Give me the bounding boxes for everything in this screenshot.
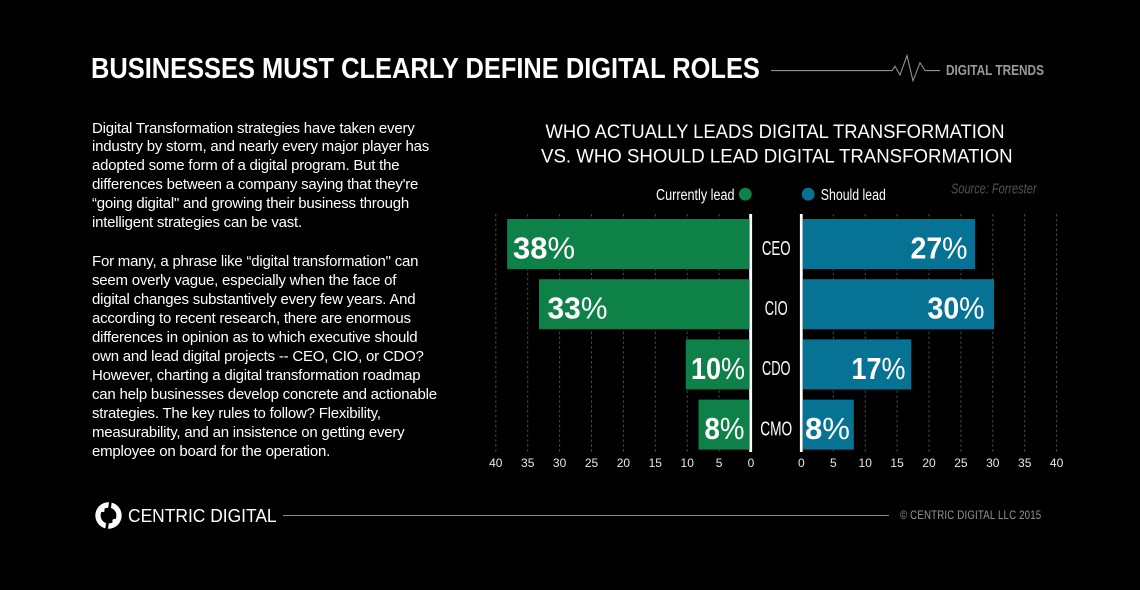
svg-text:15: 15 bbox=[649, 456, 663, 470]
svg-text:25: 25 bbox=[585, 456, 599, 470]
svg-text:38%: 38% bbox=[513, 231, 575, 266]
svg-text:20: 20 bbox=[617, 456, 631, 470]
svg-text:10%: 10% bbox=[691, 351, 745, 386]
svg-text:CMO: CMO bbox=[760, 418, 792, 440]
svg-text:25: 25 bbox=[954, 456, 968, 470]
svg-text:30: 30 bbox=[986, 456, 1000, 470]
svg-text:27%: 27% bbox=[911, 231, 968, 266]
svg-text:CDO: CDO bbox=[762, 358, 791, 380]
svg-text:33%: 33% bbox=[548, 291, 608, 326]
svg-text:8%: 8% bbox=[705, 411, 745, 446]
svg-text:0: 0 bbox=[798, 456, 805, 470]
svg-text:Should lead: Should lead bbox=[821, 187, 886, 204]
svg-text:Source: Forrester: Source: Forrester bbox=[951, 182, 1037, 198]
svg-text:5: 5 bbox=[716, 456, 723, 470]
svg-text:17%: 17% bbox=[852, 351, 906, 386]
svg-text:VS. WHO SHOULD LEAD DIGITAL TR: VS. WHO SHOULD LEAD DIGITAL TRANSFORMATI… bbox=[541, 145, 1013, 167]
svg-text:CIO: CIO bbox=[765, 298, 788, 320]
svg-text:8%: 8% bbox=[805, 411, 850, 446]
svg-text:30%: 30% bbox=[928, 291, 985, 326]
svg-text:20: 20 bbox=[922, 456, 936, 470]
svg-text:CEO: CEO bbox=[762, 238, 791, 260]
svg-text:35: 35 bbox=[521, 456, 535, 470]
svg-text:5: 5 bbox=[830, 456, 837, 470]
svg-text:10: 10 bbox=[859, 456, 873, 470]
svg-text:40: 40 bbox=[1050, 456, 1064, 470]
svg-text:Currently lead: Currently lead bbox=[656, 187, 735, 204]
svg-text:15: 15 bbox=[890, 456, 904, 470]
svg-text:WHO ACTUALLY LEADS DIGITAL TRA: WHO ACTUALLY LEADS DIGITAL TRANSFORMATIO… bbox=[546, 121, 1005, 143]
svg-text:35: 35 bbox=[1018, 456, 1032, 470]
svg-text:0: 0 bbox=[748, 456, 755, 470]
svg-text:30: 30 bbox=[553, 456, 567, 470]
svg-text:40: 40 bbox=[489, 456, 503, 470]
svg-text:10: 10 bbox=[681, 456, 695, 470]
